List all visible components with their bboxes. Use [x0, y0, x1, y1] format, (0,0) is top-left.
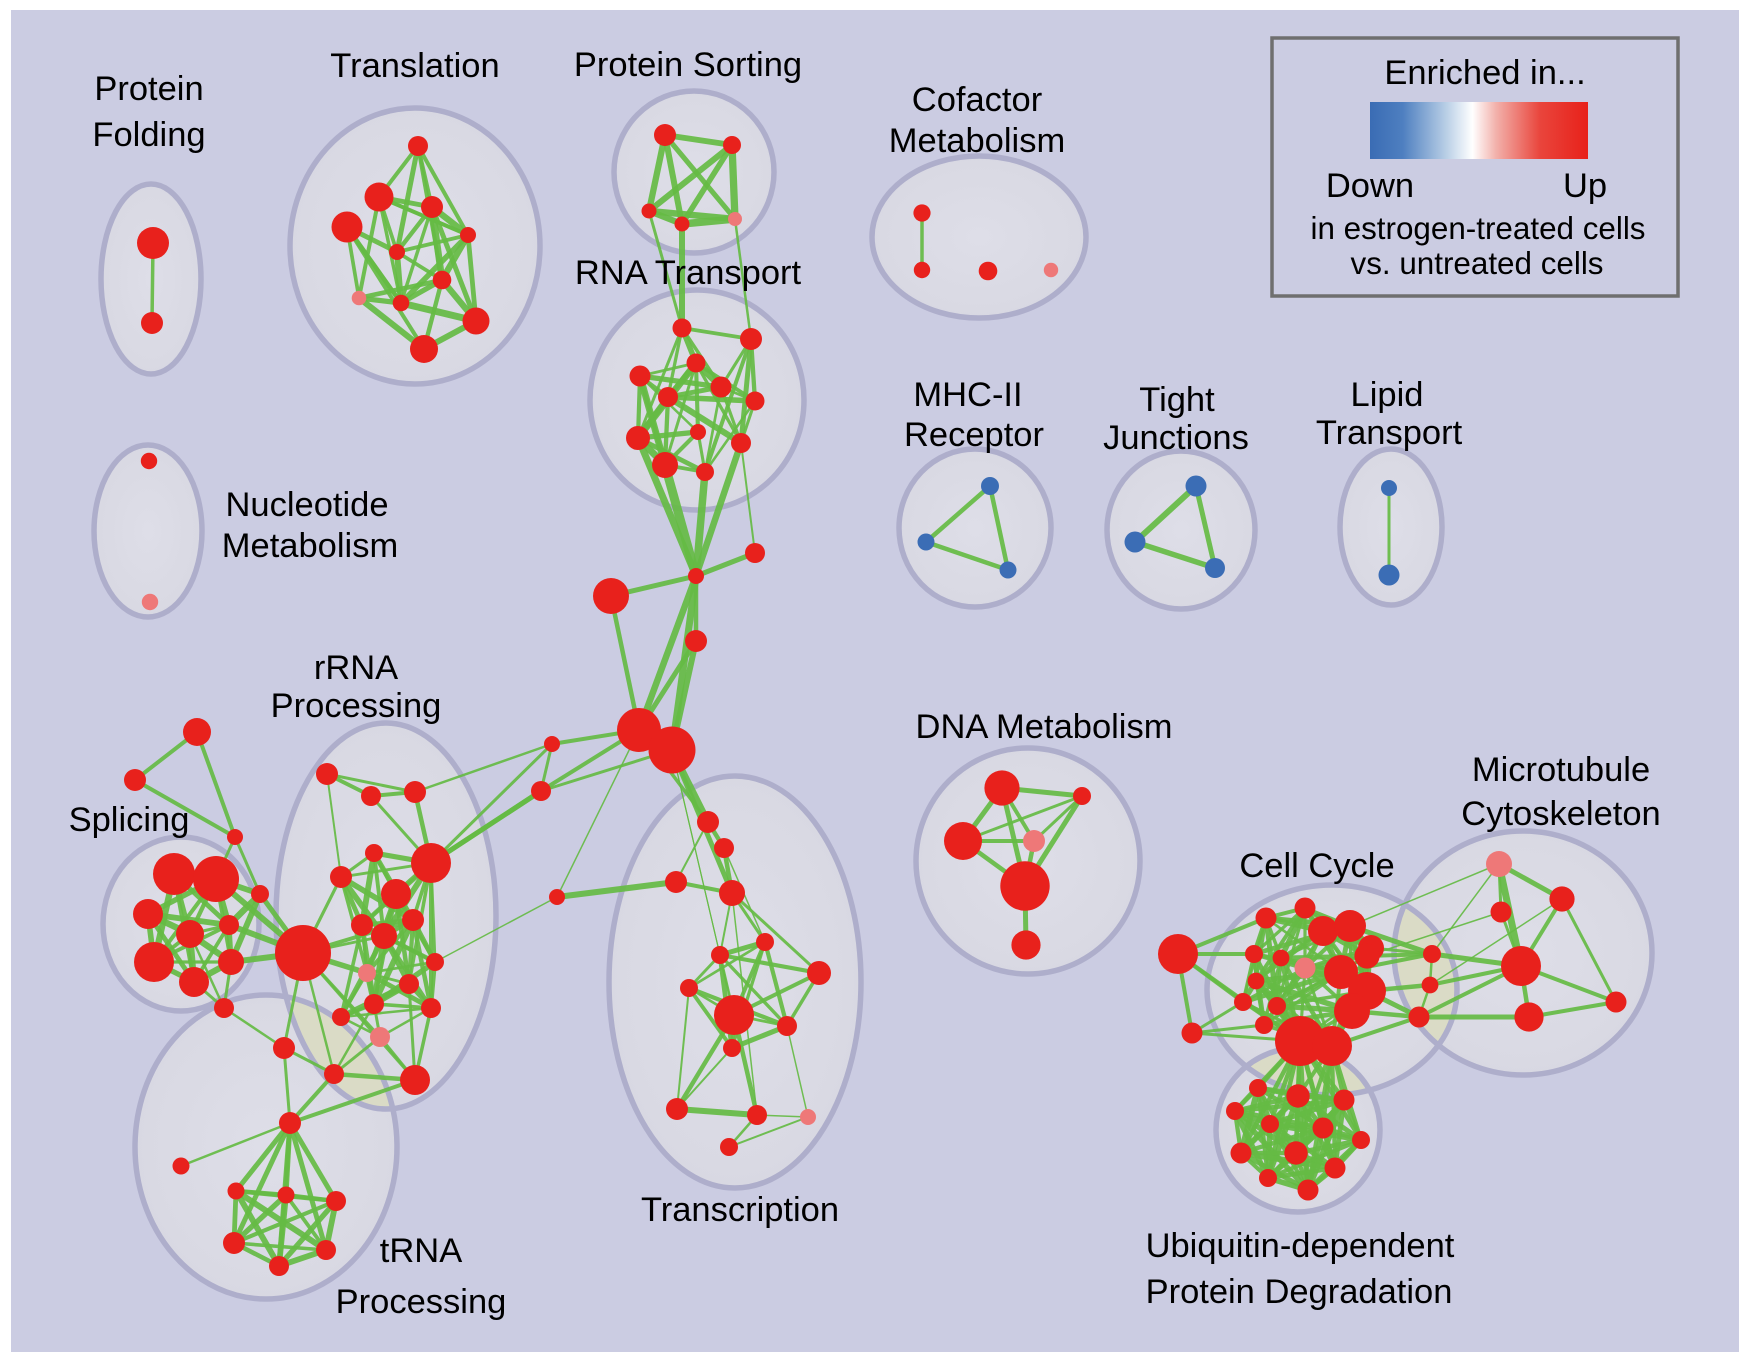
- svg-text:Cell Cycle: Cell Cycle: [1239, 847, 1394, 885]
- svg-text:Transcription: Transcription: [641, 1191, 839, 1229]
- svg-text:Enriched in...: Enriched in...: [1384, 54, 1585, 92]
- svg-text:Protein Sorting: Protein Sorting: [574, 46, 802, 84]
- svg-text:Processing: Processing: [271, 687, 442, 725]
- svg-text:Lipid: Lipid: [1351, 376, 1424, 414]
- svg-text:Protein: Protein: [94, 70, 203, 108]
- svg-text:Up: Up: [1563, 167, 1607, 205]
- svg-text:vs. untreated cells: vs. untreated cells: [1351, 246, 1604, 281]
- svg-text:Receptor: Receptor: [904, 416, 1044, 454]
- svg-text:Metabolism: Metabolism: [222, 527, 398, 565]
- svg-text:Metabolism: Metabolism: [889, 122, 1065, 160]
- svg-text:DNA Metabolism: DNA Metabolism: [916, 708, 1173, 746]
- svg-text:Translation: Translation: [330, 47, 499, 85]
- svg-text:rRNA: rRNA: [314, 649, 398, 687]
- svg-text:Cytoskeleton: Cytoskeleton: [1461, 795, 1660, 833]
- svg-text:tRNA: tRNA: [380, 1232, 462, 1270]
- svg-text:Microtubule: Microtubule: [1472, 751, 1650, 789]
- svg-text:Junctions: Junctions: [1103, 419, 1249, 457]
- svg-text:Splicing: Splicing: [69, 801, 190, 839]
- svg-text:Processing: Processing: [336, 1283, 507, 1321]
- svg-text:in estrogen-treated cells: in estrogen-treated cells: [1310, 211, 1645, 246]
- svg-text:Cofactor: Cofactor: [912, 81, 1042, 119]
- svg-text:MHC-II: MHC-II: [913, 376, 1022, 414]
- svg-text:Nucleotide: Nucleotide: [225, 486, 388, 524]
- svg-text:Tight: Tight: [1139, 381, 1215, 419]
- svg-text:Folding: Folding: [92, 116, 205, 154]
- svg-text:RNA Transport: RNA Transport: [575, 254, 802, 292]
- svg-text:Down: Down: [1326, 167, 1414, 205]
- svg-text:Protein Degradation: Protein Degradation: [1146, 1273, 1453, 1311]
- svg-text:Ubiquitin-dependent: Ubiquitin-dependent: [1146, 1227, 1455, 1265]
- svg-text:Transport: Transport: [1316, 414, 1463, 452]
